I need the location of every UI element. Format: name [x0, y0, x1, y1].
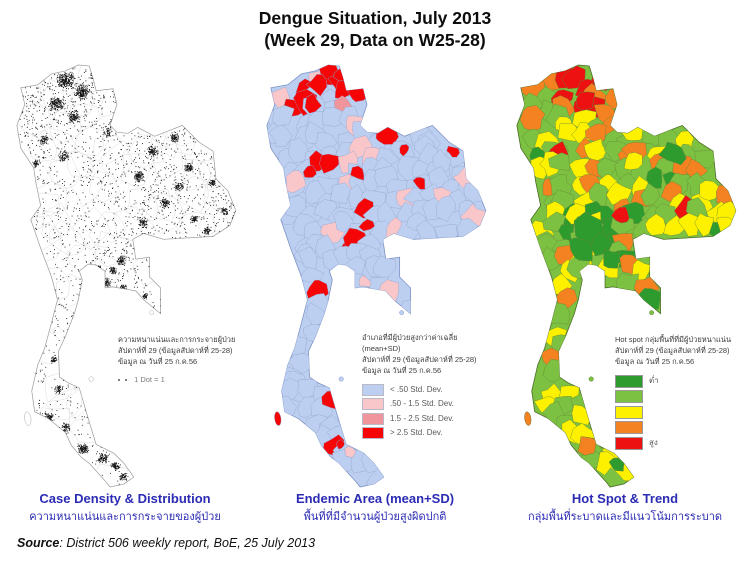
legend-line: สัปดาห์ที่ 29 (ข้อมูลสัปดาห์ที่ 25-28) [362, 354, 477, 364]
dot-sample-icon [118, 378, 120, 381]
legend-entry [615, 390, 745, 404]
legend-swatch [362, 383, 384, 396]
legend-line: ความหนาแน่นและการกระจายผู้ป่วย [118, 335, 236, 344]
legend-line: ข้อมูล ณ วันที่ 25 ก.ค.56 [118, 356, 198, 366]
legend-label: .50 - 1.5 Std. Dev. [390, 399, 454, 409]
legend-entry: .50 - 1.5 Std. Dev. [362, 398, 497, 410]
dot-sample-icon [125, 378, 127, 381]
legend-line: ข้อมูล ณ วันที่ 25 ก.ค.56 [362, 365, 442, 375]
legend-swatch [615, 390, 643, 404]
legend-line: ข้อมูล ณ วันที่ 25 ก.ค.56 [615, 356, 695, 366]
endemic-legend-entries: < .50 Std. Dev. .50 - 1.5 Std. Dev. 1.5 - … [362, 383, 497, 439]
map-case-density: ความหนาแน่นและการกระจายผู้ป่วย สัปดาห์ที… [0, 62, 250, 523]
legend-entry [615, 421, 745, 435]
legend-entry: > 2.5 Std. Dev. [362, 427, 497, 439]
legend-line: Hot spot กลุ่มพื้นที่ที่มีผู้ป่วยหนาแน่น [615, 335, 732, 344]
source-label: Source [17, 536, 60, 550]
caption-thai: กลุ่มพื้นที่ระบาดและมีแนวโน้มการระบาด [527, 511, 723, 523]
legend-line: อำเภอที่มีผู้ป่วยสูงกว่าค่าเฉลี่ย (mean+… [362, 333, 458, 353]
legend-line: สัปดาห์ที่ 29 (ข้อมูลสัปดาห์ที่ 25-28) [118, 345, 233, 355]
source-line: Source: District 506 weekly report, BoE,… [17, 536, 315, 550]
legend-label: 1.5 - 2.5 Std. Dev. [390, 413, 454, 423]
map-endemic-area: อำเภอที่มีผู้ป่วยสูงกว่าค่าเฉลี่ย (mean+… [250, 62, 500, 523]
map-hot-spot: Hot spot กลุ่มพื้นที่ที่มีผู้ป่วยหนาแน่น… [500, 62, 750, 523]
dot-scale-note: 1 Dot = 1 [118, 375, 243, 386]
legend-entry: สูง [615, 436, 745, 450]
caption-english: Endemic Area (mean+SD) [295, 491, 455, 506]
legend-entry: ต่ำ [615, 374, 745, 388]
caption-english: Case Density & Distribution [39, 491, 211, 506]
caption-thai: ความหนาแน่นและการกระจายของผู้ป่วย [29, 511, 221, 523]
legend-label: ต่ำ [649, 376, 659, 386]
legend-swatch [615, 421, 643, 435]
source-text: : District 506 weekly report, BoE, 25 Ju… [59, 536, 316, 550]
legend-swatch [362, 398, 384, 410]
endemic-legend: อำเภอที่มีผู้ป่วยสูงกว่าค่าเฉลี่ย (mean+… [362, 333, 497, 442]
hotspot-legend: Hot spot กลุ่มพื้นที่ที่มีผู้ป่วยหนาแน่น… [615, 335, 745, 452]
thailand-dot-density-map [16, 64, 237, 488]
legend-swatch [615, 374, 643, 388]
map-caption: Hot Spot & Trend กลุ่มพื้นที่ระบาดและมีแ… [500, 491, 750, 525]
caption-thai: พื้นที่ที่มีจำนวนผู้ป่วยสูงผิดปกติ [303, 511, 447, 523]
legend-entry: < .50 Std. Dev. [362, 383, 497, 396]
hotspot-legend-entries: ต่ำสูง [615, 374, 745, 450]
case-density-legend: ความหนาแน่นและการกระจายผู้ป่วย สัปดาห์ที… [118, 335, 243, 386]
title-line1: Dengue Situation, July 2013 [258, 8, 492, 28]
legend-entry [615, 405, 745, 419]
maps-row: ความหนาแน่นและการกระจายผู้ป่วย สัปดาห์ที… [0, 62, 750, 523]
dot-note-text: 1 Dot = 1 [134, 374, 165, 384]
legend-line: สัปดาห์ที่ 29 (ข้อมูลสัปดาห์ที่ 25-28) [615, 345, 730, 355]
legend-swatch [615, 436, 643, 450]
legend-swatch [615, 405, 643, 419]
legend-label: < .50 Std. Dev. [390, 384, 443, 394]
legend-label: > 2.5 Std. Dev. [390, 428, 443, 438]
thailand-hotspot-choropleth-map [516, 64, 737, 488]
legend-swatch [362, 412, 384, 425]
legend-entry: 1.5 - 2.5 Std. Dev. [362, 412, 497, 425]
legend-label: สูง [649, 438, 658, 448]
map-caption: Endemic Area (mean+SD) พื้นที่ที่มีจำนวน… [250, 491, 500, 525]
map-caption: Case Density & Distribution ความหนาแน่นแ… [0, 491, 250, 525]
caption-english: Hot Spot & Trend [571, 491, 679, 506]
thailand-endemic-choropleth-map [266, 64, 487, 488]
legend-swatch [362, 427, 384, 439]
page-title: Dengue Situation, July 2013 (Week 29, Da… [0, 8, 750, 52]
title-line2: (Week 29, Data on W25-28) [264, 29, 486, 50]
